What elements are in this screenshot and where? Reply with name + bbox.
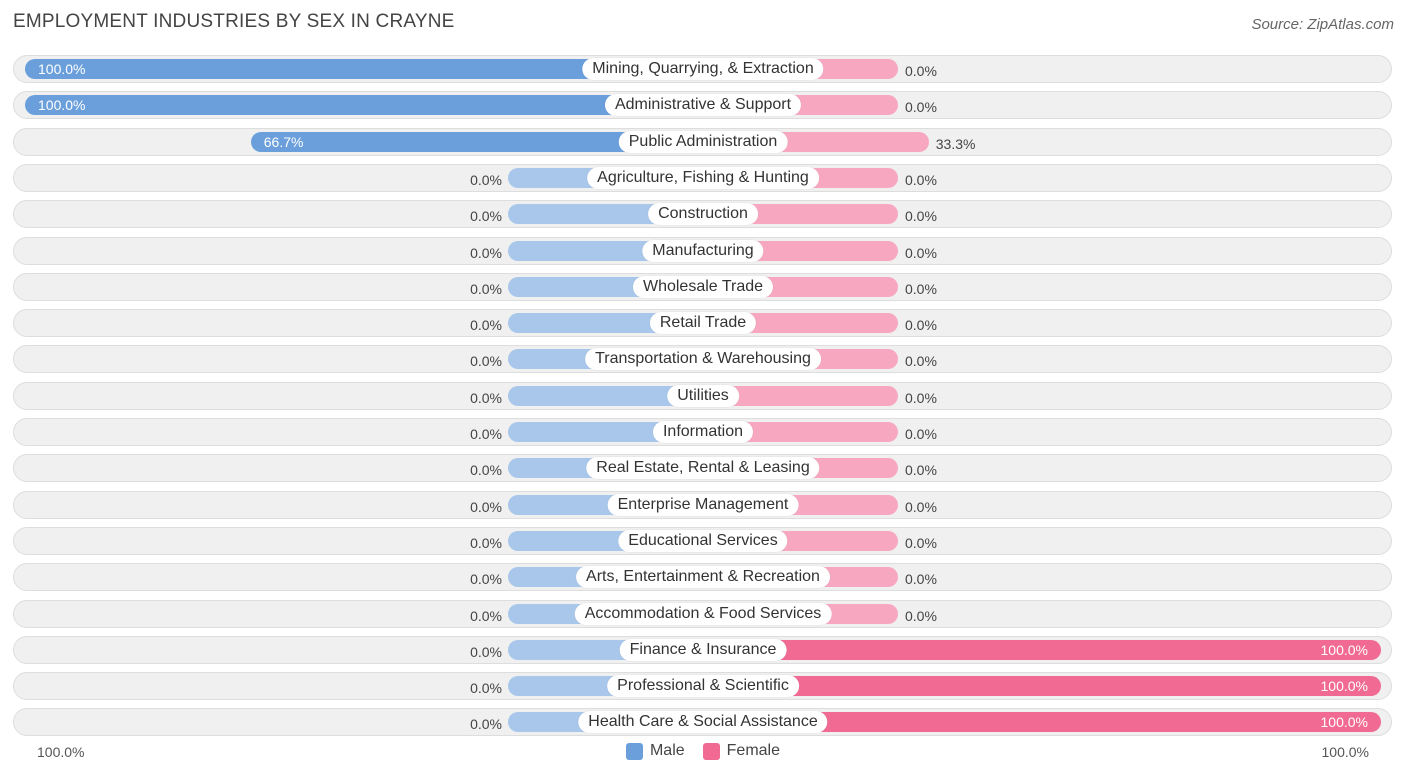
value-label-male: 100.0% — [38, 61, 86, 77]
value-label-male: 0.0% — [470, 389, 502, 406]
value-label-male: 0.0% — [470, 571, 502, 588]
value-label-female: 100.0% — [1320, 714, 1368, 731]
value-label-female: 0.0% — [905, 426, 937, 442]
value-label-male: 0.0% — [470, 643, 502, 660]
category-label: Wholesale Trade — [632, 275, 774, 298]
value-label-male: 0.0% — [470, 498, 502, 515]
bar-male — [25, 95, 703, 116]
value-label-female: 0.0% — [905, 498, 937, 515]
value-label-female: 100.0% — [1320, 641, 1368, 658]
legend: Male Female — [0, 742, 1406, 760]
value-label-male: 0.0% — [470, 317, 502, 334]
category-label: Health Care & Social Assistance — [578, 711, 828, 734]
value-label-male: 0.0% — [470, 534, 502, 551]
legend-item-male[interactable]: Male — [625, 742, 685, 760]
axis-label-right: 100.0% — [1321, 744, 1369, 760]
value-label-female: 100.0% — [1320, 678, 1368, 695]
category-label: Public Administration — [618, 130, 788, 153]
category-label: Finance & Insurance — [619, 638, 787, 661]
value-label-male: 0.0% — [470, 716, 502, 733]
category-label: Retail Trade — [649, 312, 757, 335]
category-label: Professional & Scientific — [607, 675, 799, 698]
bar-male — [250, 131, 703, 152]
value-label-female: 0.0% — [905, 63, 937, 79]
bar-male — [508, 385, 703, 406]
value-label-male: 0.0% — [470, 208, 502, 225]
value-label-female: 0.0% — [905, 607, 937, 624]
source-credit: Source: ZipAtlas.com — [1251, 16, 1394, 33]
bar-female — [703, 712, 1381, 733]
value-label-male: 0.0% — [470, 426, 502, 442]
value-label-female: 0.0% — [905, 171, 937, 188]
axis-label-left: 100.0% — [37, 744, 85, 760]
value-label-female: 0.0% — [905, 280, 937, 297]
value-label-female: 0.0% — [905, 317, 937, 334]
value-label-female: 0.0% — [905, 244, 937, 261]
value-label-female: 0.0% — [905, 571, 937, 588]
category-label: Accommodation & Food Services — [574, 602, 832, 625]
category-label: Utilities — [667, 384, 739, 407]
value-label-male: 0.0% — [470, 244, 502, 261]
value-label-male: 0.0% — [470, 171, 502, 188]
category-label: Agriculture, Fishing & Hunting — [587, 166, 819, 189]
category-label: Real Estate, Rental & Leasing — [586, 457, 820, 480]
value-label-male: 0.0% — [470, 680, 502, 697]
legend-item-female[interactable]: Female — [702, 742, 781, 760]
category-label: Administrative & Support — [604, 94, 802, 117]
bar-female — [703, 385, 898, 406]
legend-swatch-female — [702, 742, 720, 760]
value-label-male: 100.0% — [38, 97, 86, 114]
value-label-male: 0.0% — [470, 353, 502, 370]
value-label-female: 0.0% — [905, 462, 937, 479]
value-label-female: 33.3% — [935, 135, 976, 152]
category-label: Information — [652, 421, 754, 443]
legend-label-male: Male — [649, 742, 685, 759]
bar-female — [703, 676, 1381, 697]
legend-swatch-male — [625, 742, 643, 760]
value-label-female: 0.0% — [905, 389, 937, 406]
value-label-female: 0.0% — [905, 208, 937, 225]
category-label: Educational Services — [618, 529, 788, 552]
value-label-female: 0.0% — [905, 353, 937, 370]
category-label: Transportation & Warehousing — [585, 348, 821, 371]
category-label: Mining, Quarrying, & Extraction — [582, 58, 824, 80]
legend-label-female: Female — [726, 742, 781, 759]
category-label: Manufacturing — [642, 239, 764, 262]
value-label-male: 66.7% — [263, 133, 304, 150]
value-label-female: 0.0% — [905, 534, 937, 551]
category-label: Enterprise Management — [607, 493, 799, 516]
category-label: Construction — [648, 203, 758, 226]
chart-title: EMPLOYMENT INDUSTRIES BY SEX IN CRAYNE — [13, 11, 455, 32]
value-label-male: 0.0% — [470, 462, 502, 479]
value-label-female: 0.0% — [905, 99, 937, 116]
value-label-male: 0.0% — [470, 280, 502, 297]
bar-female — [703, 639, 1381, 660]
category-label: Arts, Entertainment & Recreation — [576, 566, 830, 589]
bar-male — [25, 59, 703, 79]
value-label-male: 0.0% — [470, 607, 502, 624]
